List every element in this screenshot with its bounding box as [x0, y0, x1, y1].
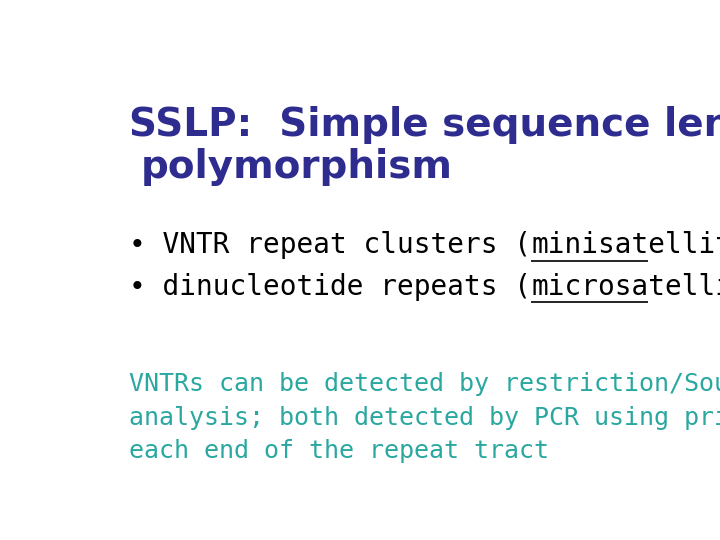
Text: microsatellite: microsatellite — [531, 273, 720, 301]
Text: VNTRs can be detected by restriction/Southern blot
analysis; both detected by PC: VNTRs can be detected by restriction/Sou… — [129, 373, 720, 463]
Text: polymorphism: polymorphism — [140, 148, 452, 186]
Text: • dinucleotide repeats (: • dinucleotide repeats ( — [129, 273, 531, 301]
Text: minisatellite: minisatellite — [531, 231, 720, 259]
Text: SSLP:  Simple sequence length: SSLP: Simple sequence length — [129, 106, 720, 144]
Text: • VNTR repeat clusters (: • VNTR repeat clusters ( — [129, 231, 531, 259]
